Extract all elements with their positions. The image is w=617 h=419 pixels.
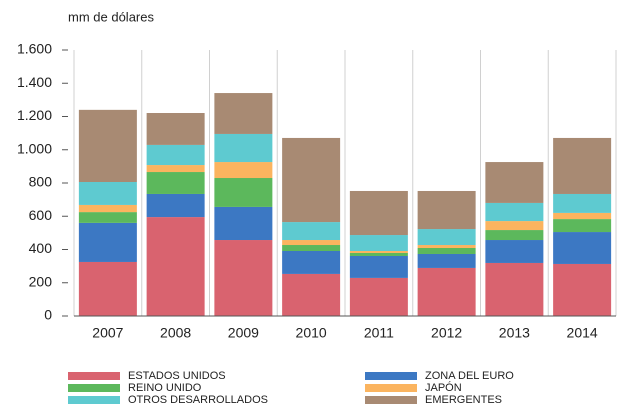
bar-segment <box>282 222 341 241</box>
bar-segment <box>485 240 544 263</box>
x-tick-label: 2011 <box>364 325 394 341</box>
y-tick-label: 400 <box>29 240 53 256</box>
bar-segment <box>349 252 408 256</box>
bar-segment <box>417 245 476 249</box>
bar-segment <box>553 137 612 194</box>
bar-segment <box>349 277 408 316</box>
y-tick-label: 1.400 <box>17 74 52 90</box>
x-tick-label: 2014 <box>567 325 598 341</box>
bar-segment <box>349 255 408 278</box>
y-axis-label: mm de dólares <box>68 9 154 24</box>
legend-label: ZONA DEL EURO <box>425 370 514 382</box>
y-tick-label: 1.600 <box>17 41 52 57</box>
y-tick-label: 0 <box>44 307 52 323</box>
legend-swatch <box>68 372 120 380</box>
bar-segment <box>78 222 137 262</box>
bar-segment <box>146 217 205 316</box>
bar-segment <box>214 206 273 241</box>
bar-segment <box>146 144 205 166</box>
bar-segment <box>214 178 273 207</box>
bar-segment <box>282 245 341 251</box>
legend-label: REINO UNIDO <box>128 382 202 394</box>
bar-segment <box>282 250 341 274</box>
bar-segment <box>553 219 612 233</box>
bar-segment <box>282 273 341 316</box>
legend-label: ESTADOS UNIDOS <box>128 370 226 382</box>
bar-segment <box>417 253 476 268</box>
legend-swatch <box>365 396 417 404</box>
y-tick-label: 600 <box>29 207 53 223</box>
legend-swatch <box>365 372 417 380</box>
bar-segment <box>78 182 137 205</box>
bar-segment <box>553 193 612 213</box>
x-tick-label: 2013 <box>499 325 530 341</box>
x-tick-label: 2008 <box>160 325 191 341</box>
legend-swatch <box>365 384 417 392</box>
x-tick-label: 2012 <box>431 325 462 341</box>
bar-segment <box>146 113 205 145</box>
legend-swatch <box>68 396 120 404</box>
bar-segment <box>146 193 205 218</box>
bar-segment <box>485 202 544 222</box>
bar-segment <box>485 162 544 203</box>
x-tick-label: 2007 <box>92 325 123 341</box>
x-tick-label: 2009 <box>228 325 259 341</box>
bar-segment <box>553 263 612 316</box>
bar-segment <box>214 133 273 163</box>
bar-segment <box>417 248 476 254</box>
bar-segment <box>78 204 137 213</box>
bar-segment <box>146 172 205 194</box>
x-tick-label: 2010 <box>296 325 327 341</box>
legend-label: OTROS DESARROLLADOS <box>128 394 268 406</box>
y-tick-label: 200 <box>29 273 53 289</box>
bar-segment <box>485 230 544 241</box>
bar-segment <box>485 221 544 231</box>
bar-segment <box>214 240 273 316</box>
bar-segment <box>349 190 408 236</box>
bar-segment <box>417 190 476 230</box>
bar-segment <box>485 262 544 316</box>
y-tick-label: 1.000 <box>17 140 52 156</box>
bar-segment <box>78 109 137 183</box>
bar-segment <box>553 212 612 220</box>
bar-segment <box>349 250 408 253</box>
y-tick-label: 1.200 <box>17 107 52 123</box>
bar-segment <box>78 212 137 223</box>
bar-segment <box>349 235 408 251</box>
bar-segment <box>282 137 341 223</box>
bar-segment <box>553 232 612 264</box>
bar-segment <box>282 240 341 246</box>
bar-segment <box>78 261 137 316</box>
legend-label: JAPÓN <box>425 381 462 394</box>
bar-segment <box>417 267 476 316</box>
bar-segment <box>146 165 205 173</box>
bar-segment <box>214 162 273 179</box>
bar-segment <box>417 229 476 246</box>
bar-segment <box>214 93 273 134</box>
y-tick-label: 800 <box>29 174 53 190</box>
legend-swatch <box>68 384 120 392</box>
legend-label: EMERGENTES <box>425 394 502 406</box>
